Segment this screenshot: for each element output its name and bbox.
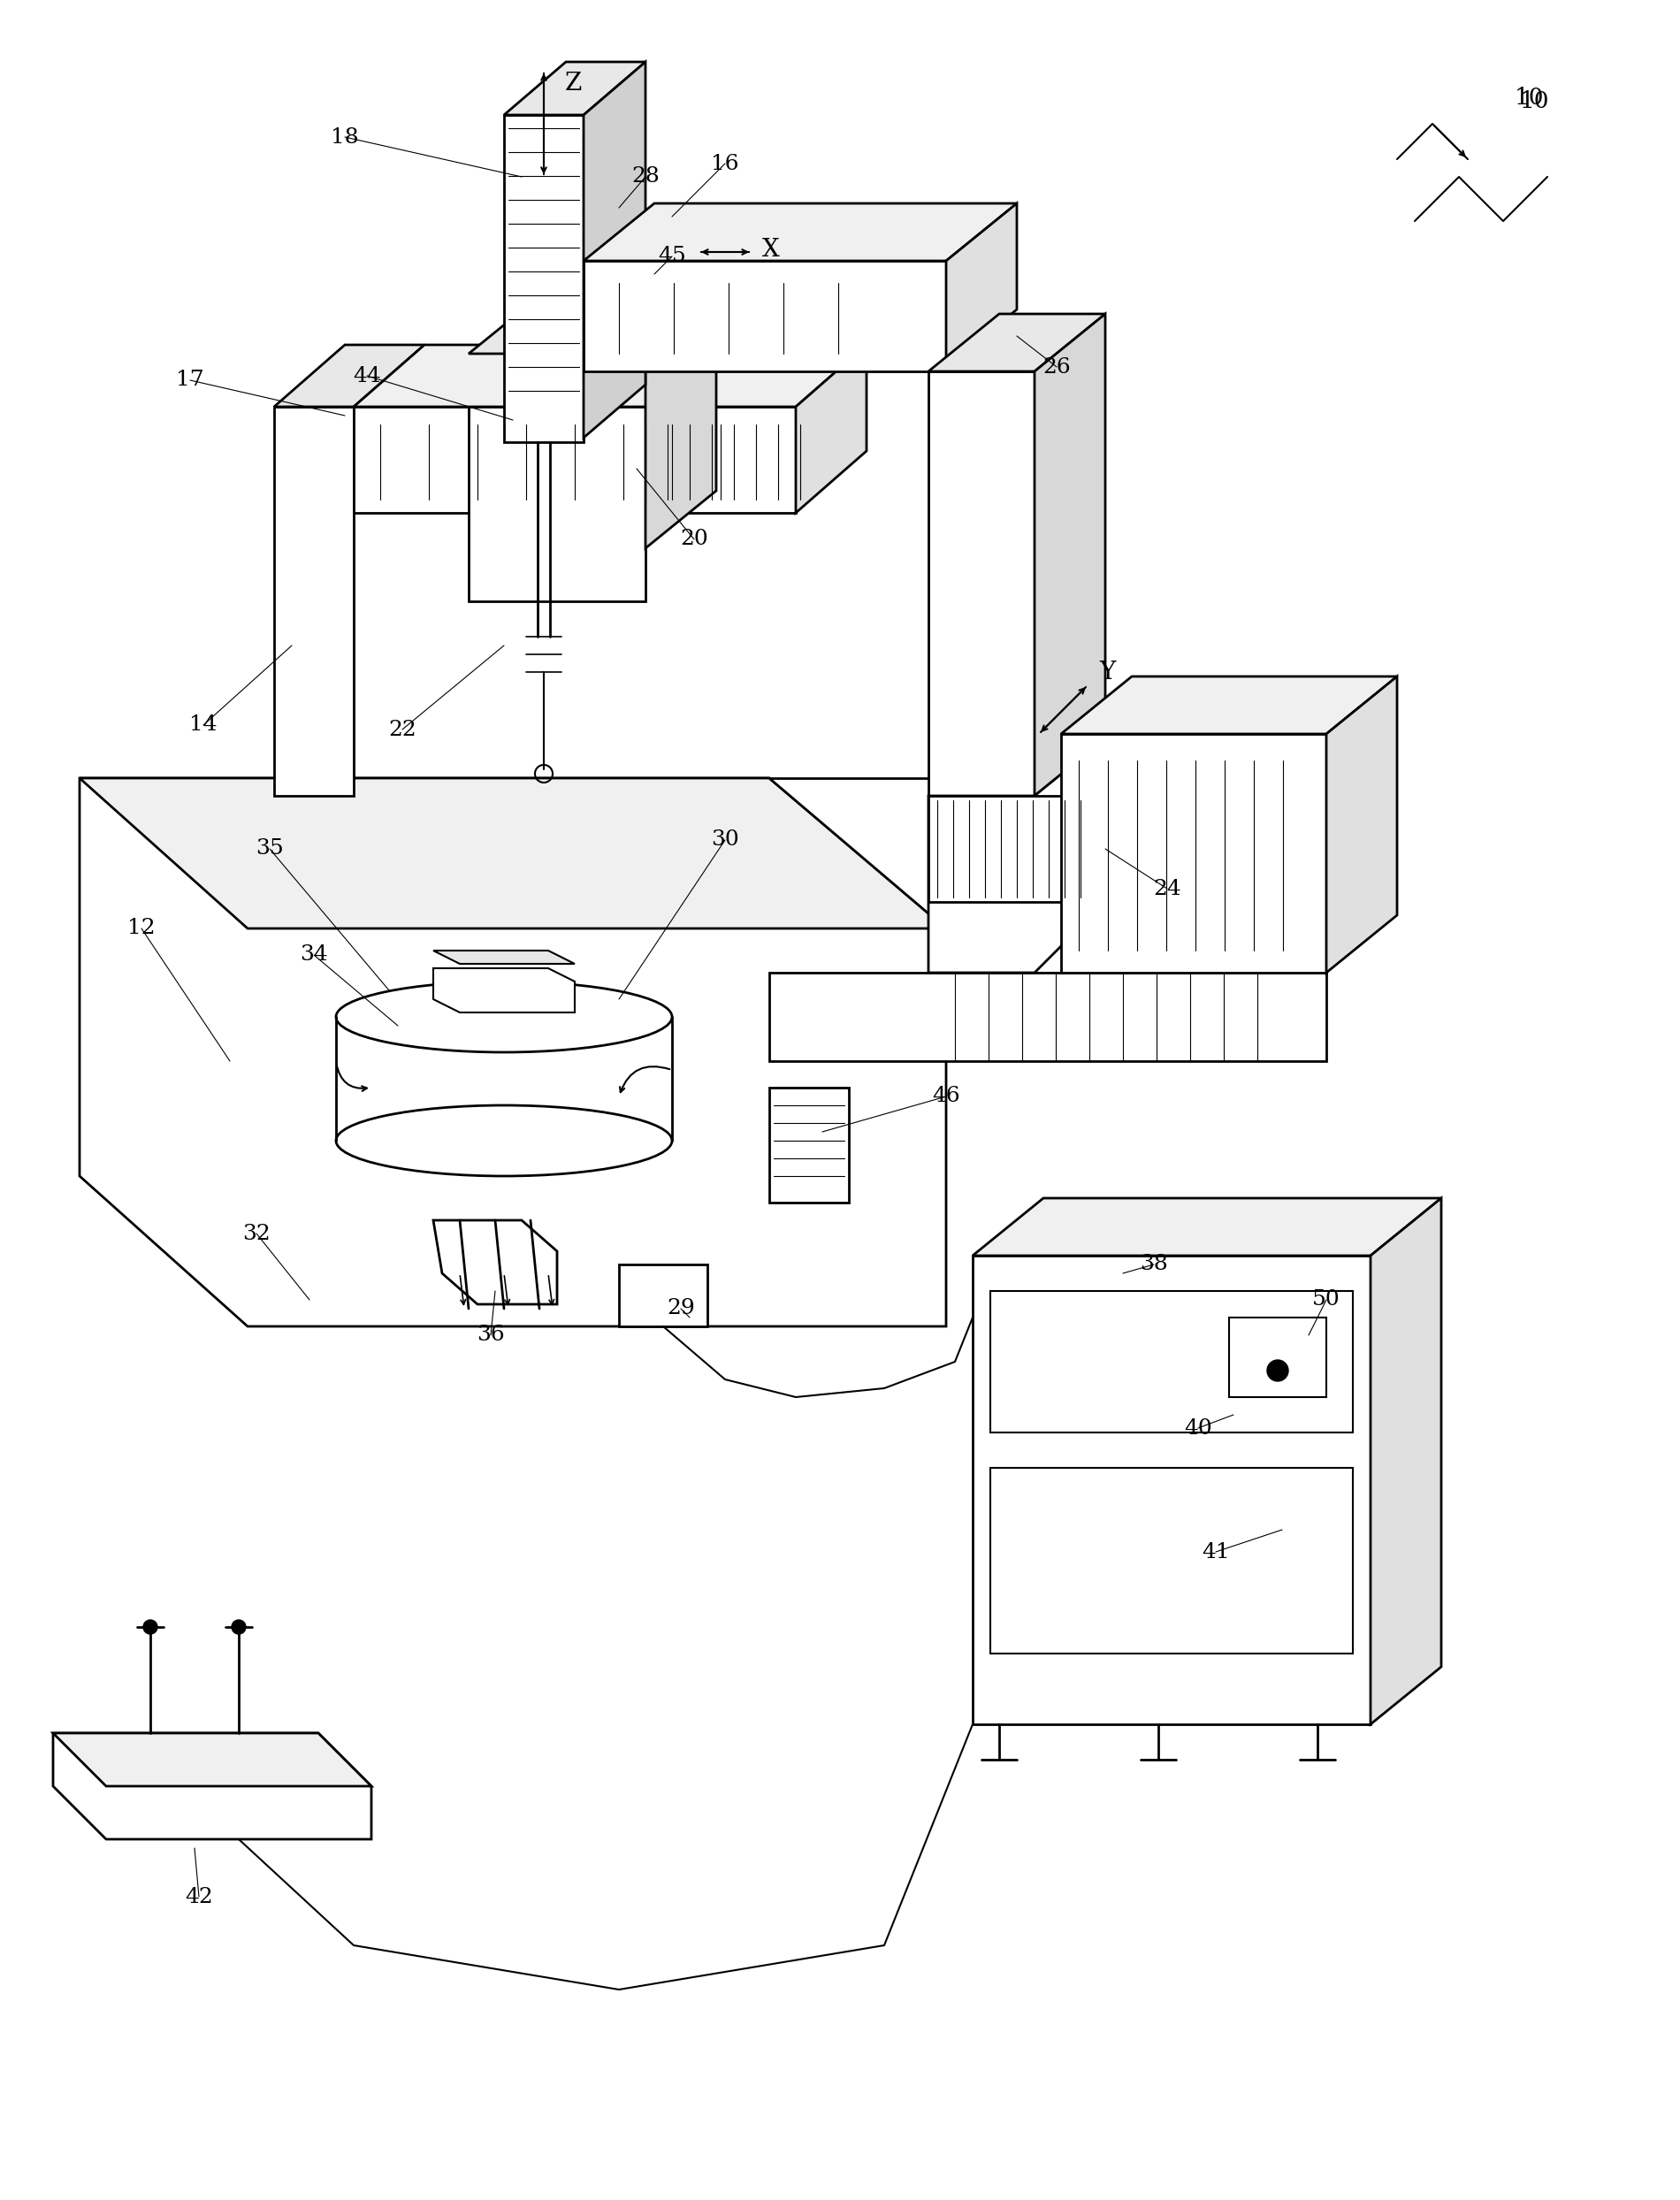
Polygon shape (354, 345, 867, 407)
Ellipse shape (336, 981, 672, 1052)
Polygon shape (469, 407, 645, 601)
Polygon shape (929, 372, 1035, 796)
Polygon shape (274, 407, 354, 796)
Text: 36: 36 (477, 1324, 504, 1346)
Polygon shape (469, 297, 716, 354)
Polygon shape (583, 262, 946, 372)
Polygon shape (929, 315, 1105, 372)
Text: Y: Y (1099, 660, 1116, 684)
Circle shape (1267, 1360, 1289, 1382)
Polygon shape (354, 407, 796, 513)
Polygon shape (433, 968, 575, 1012)
Text: 24: 24 (1152, 878, 1181, 900)
Polygon shape (769, 779, 1326, 972)
Polygon shape (1062, 675, 1398, 735)
Text: 29: 29 (667, 1298, 696, 1318)
Polygon shape (79, 779, 946, 928)
Polygon shape (583, 202, 1016, 262)
Polygon shape (54, 1734, 371, 1839)
Polygon shape (929, 796, 1105, 902)
Polygon shape (973, 1199, 1441, 1256)
Polygon shape (1035, 315, 1105, 796)
Text: 44: 44 (353, 365, 381, 385)
Polygon shape (54, 1734, 371, 1786)
Polygon shape (946, 202, 1016, 367)
Text: 12: 12 (128, 917, 156, 939)
Text: 10: 10 (1515, 86, 1544, 108)
Text: 34: 34 (299, 944, 328, 966)
Text: X: X (763, 238, 780, 262)
Polygon shape (1326, 675, 1398, 972)
Text: 41: 41 (1201, 1542, 1230, 1562)
Text: 45: 45 (659, 246, 685, 266)
Polygon shape (1371, 1199, 1441, 1725)
Polygon shape (769, 972, 1326, 1060)
Bar (990, 1467, 1352, 1654)
Text: 35: 35 (255, 838, 284, 858)
Polygon shape (618, 1265, 707, 1327)
Polygon shape (769, 1087, 848, 1203)
Bar (1230, 1318, 1326, 1397)
Ellipse shape (336, 1104, 672, 1177)
Polygon shape (929, 739, 1105, 972)
Text: 28: 28 (632, 167, 660, 187)
Text: 30: 30 (711, 829, 739, 849)
Polygon shape (973, 1256, 1371, 1725)
Polygon shape (433, 1221, 558, 1305)
Text: 18: 18 (331, 128, 360, 147)
Text: 42: 42 (185, 1888, 213, 1907)
Polygon shape (79, 779, 946, 1327)
Text: 26: 26 (1043, 356, 1070, 376)
Polygon shape (1062, 735, 1326, 972)
Polygon shape (504, 114, 583, 442)
Text: 17: 17 (176, 370, 203, 389)
Polygon shape (796, 345, 867, 513)
Polygon shape (583, 62, 645, 438)
Text: 20: 20 (680, 530, 709, 550)
Polygon shape (274, 345, 425, 407)
Bar (990, 1291, 1352, 1432)
Text: 22: 22 (388, 719, 417, 739)
Text: 50: 50 (1312, 1289, 1341, 1309)
Polygon shape (504, 62, 645, 114)
Polygon shape (645, 297, 716, 548)
Text: 16: 16 (711, 154, 739, 174)
Polygon shape (433, 950, 575, 964)
Text: 40: 40 (1184, 1417, 1213, 1439)
Text: Z: Z (564, 73, 581, 97)
Text: 32: 32 (242, 1223, 270, 1243)
Text: 46: 46 (932, 1087, 961, 1107)
Text: 14: 14 (190, 715, 217, 735)
Text: 10: 10 (1519, 90, 1549, 112)
Text: 38: 38 (1139, 1254, 1168, 1274)
Circle shape (143, 1619, 158, 1635)
Circle shape (232, 1619, 245, 1635)
